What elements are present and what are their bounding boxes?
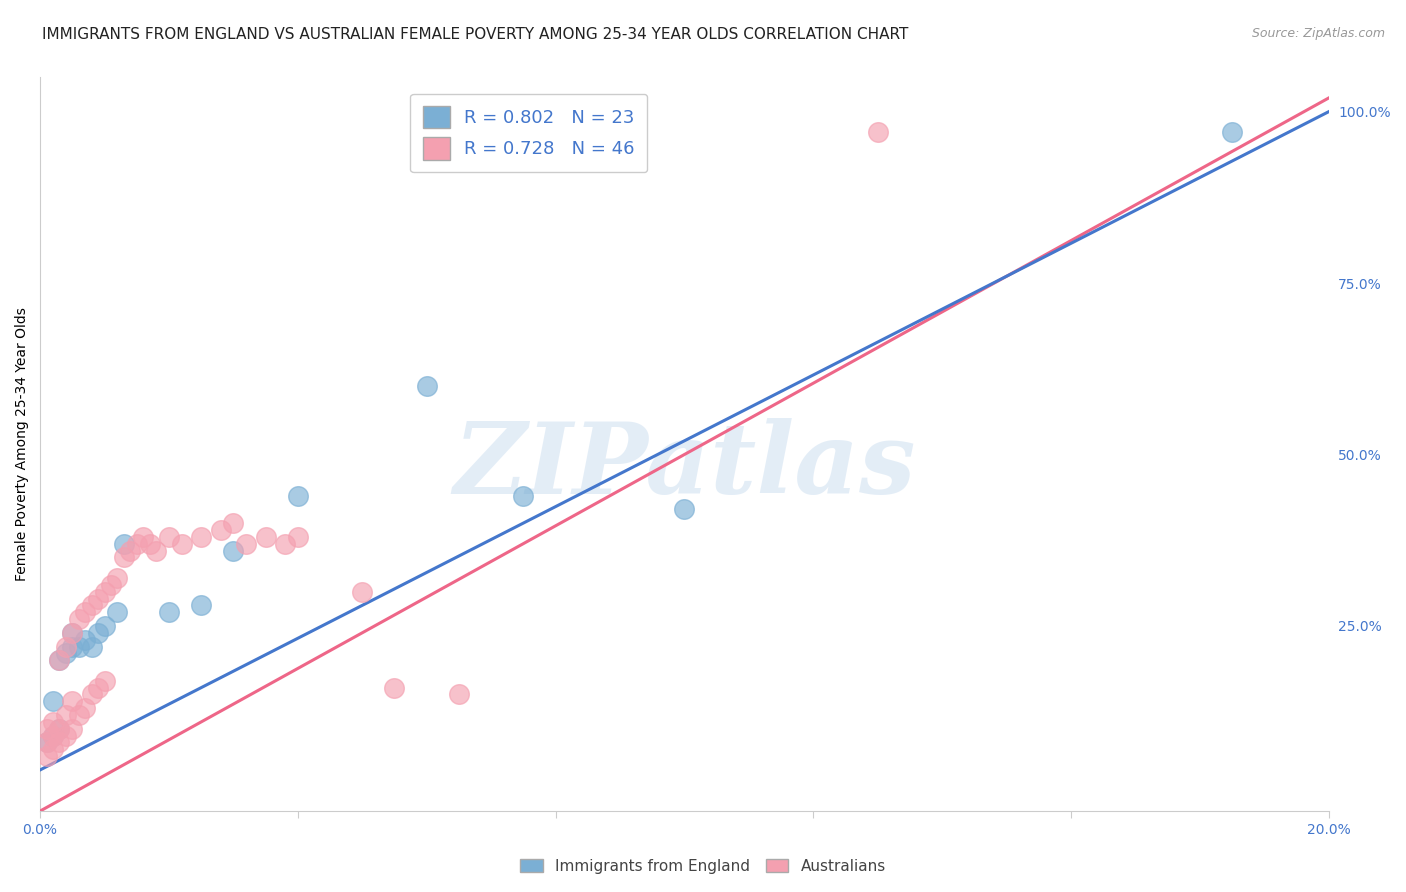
Point (60, 722, 83, 736)
Point (287, 530, 309, 544)
Point (274, 536, 297, 550)
Point (75, 701, 97, 715)
Point (170, 536, 193, 550)
Point (60, 625, 83, 640)
Point (48, 722, 70, 736)
Point (107, 605, 129, 619)
Point (415, 379, 437, 393)
Point (80, 640, 103, 654)
Legend: Immigrants from England, Australians: Immigrants from England, Australians (515, 853, 891, 880)
Point (42, 729, 65, 743)
Point (120, 543, 142, 558)
Point (42, 714, 65, 729)
Point (93, 619, 115, 633)
Point (1220, 125, 1243, 139)
Point (55, 708, 77, 723)
Point (35, 722, 58, 736)
Point (235, 536, 257, 550)
Point (512, 489, 534, 503)
Point (35, 735, 58, 749)
Point (222, 516, 245, 530)
Point (48, 735, 70, 749)
Point (190, 530, 212, 544)
Point (112, 550, 135, 565)
Point (35, 735, 58, 749)
Point (138, 536, 160, 550)
Y-axis label: Female Poverty Among 25-34 Year Olds: Female Poverty Among 25-34 Year Olds (15, 308, 30, 582)
Point (55, 640, 77, 654)
Text: Source: ZipAtlas.com: Source: ZipAtlas.com (1251, 27, 1385, 40)
Point (287, 489, 309, 503)
Point (112, 536, 135, 550)
Point (190, 599, 212, 613)
Text: IMMIGRANTS FROM ENGLAND VS AUSTRALIAN FEMALE POVERTY AMONG 25-34 YEAR OLDS CORRE: IMMIGRANTS FROM ENGLAND VS AUSTRALIAN FE… (42, 27, 908, 42)
Point (157, 605, 180, 619)
Point (673, 502, 696, 516)
Point (55, 646, 77, 660)
Point (42, 729, 65, 743)
Point (67, 708, 90, 723)
Point (145, 543, 167, 558)
Point (209, 523, 232, 537)
Point (60, 625, 83, 640)
Point (125, 536, 148, 550)
Point (67, 612, 90, 626)
Point (75, 632, 97, 647)
Point (42, 742, 65, 756)
Point (42, 694, 65, 708)
Point (93, 673, 115, 688)
Point (87, 681, 110, 695)
Text: ZIPatlas: ZIPatlas (453, 418, 915, 515)
Point (55, 729, 77, 743)
Point (60, 694, 83, 708)
Point (48, 653, 70, 667)
Point (93, 584, 115, 599)
Point (100, 578, 122, 592)
Point (60, 640, 83, 654)
Point (87, 625, 110, 640)
Point (75, 605, 97, 619)
Point (48, 722, 70, 736)
Point (132, 530, 155, 544)
Point (67, 640, 90, 654)
Point (222, 543, 245, 558)
Point (107, 571, 129, 585)
Point (157, 530, 180, 544)
Point (866, 125, 889, 139)
Point (447, 688, 470, 702)
Legend: R = 0.802   N = 23, R = 0.728   N = 46: R = 0.802 N = 23, R = 0.728 N = 46 (411, 94, 647, 172)
Point (87, 591, 110, 606)
Point (352, 584, 374, 599)
Point (48, 653, 70, 667)
Point (80, 599, 103, 613)
Point (80, 688, 103, 702)
Point (254, 530, 277, 544)
Point (384, 681, 406, 695)
Point (35, 749, 58, 764)
